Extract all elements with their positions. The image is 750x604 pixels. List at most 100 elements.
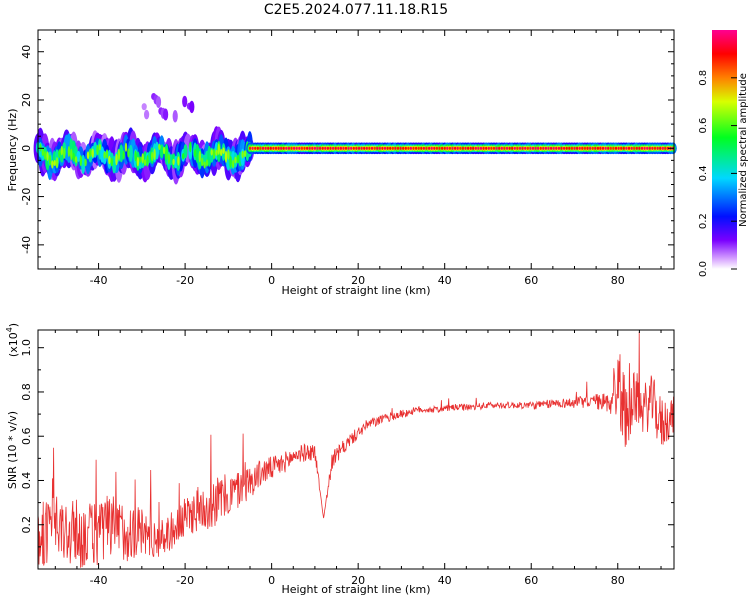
spectral-blob: [58, 149, 61, 158]
spectral-blob: [117, 149, 121, 161]
spectral-blob: [319, 146, 322, 150]
y-tick-label: -40: [20, 236, 33, 254]
spectral-blob: [635, 146, 638, 150]
spectral-blob: [568, 146, 571, 150]
spectral-blob: [521, 146, 524, 150]
spectral-blob: [39, 143, 42, 152]
spectral-blob: [329, 146, 332, 150]
spectral-blob: [267, 146, 270, 150]
spectral-blob: [55, 157, 59, 169]
spectrogram-ticks: -40 -20 0 20 40 60 80 -40 -20 0 20 40: [20, 30, 674, 287]
x-tick-label: 80: [611, 574, 625, 587]
spectral-blob: [189, 100, 195, 114]
spectral-blob: [485, 146, 488, 150]
spectral-blob: [467, 146, 470, 150]
spectral-blob: [534, 146, 537, 150]
spectral-blob: [518, 146, 522, 150]
spectral-blob: [212, 148, 216, 160]
spectral-blob: [167, 153, 171, 165]
spectral-blob: [79, 155, 83, 167]
spectral-blob: [547, 146, 550, 150]
y-tick-label: 20: [20, 93, 33, 107]
spectral-blob: [60, 145, 63, 156]
spectral-blob: [124, 142, 128, 152]
spectral-blob: [560, 146, 563, 150]
spectral-blob: [303, 146, 306, 150]
snr-ylabel: SNR (10 * v/v): [6, 411, 19, 489]
spectral-blob: [344, 146, 348, 150]
spectral-blob: [215, 149, 218, 156]
y-tick-label: 0.6: [20, 427, 33, 445]
x-tick-label: -40: [90, 574, 108, 587]
spectral-blob: [119, 144, 124, 163]
x-tick-label: 0: [268, 274, 275, 287]
spectral-blob: [456, 146, 459, 150]
x-tick-label: 20: [351, 274, 365, 287]
spectral-blob: [599, 146, 602, 150]
y-tick-label: 0: [20, 145, 33, 152]
spectral-blob: [48, 154, 52, 166]
spectral-blob: [630, 146, 633, 150]
spectral-blob: [409, 146, 412, 150]
spectral-blob: [604, 146, 607, 150]
spectral-blob: [308, 146, 311, 150]
spectral-blob: [596, 146, 600, 150]
spectral-blob: [74, 156, 78, 164]
spectral-blob: [627, 146, 631, 150]
spectral-blob: [469, 146, 472, 150]
spectral-blob: [243, 150, 247, 158]
spectral-blob: [222, 147, 225, 154]
spectral-blob: [537, 146, 540, 150]
spectral-blob: [143, 159, 147, 166]
spectral-blob: [254, 146, 257, 150]
spectral-blob: [381, 146, 384, 150]
spectral-blob: [89, 148, 92, 158]
spectral-blob: [256, 146, 259, 150]
spectral-blob: [412, 146, 415, 150]
spectral-blob: [81, 154, 86, 175]
spectral-blob: [259, 146, 262, 150]
x-tick-label: -40: [90, 274, 108, 287]
spectral-blob: [203, 161, 206, 169]
spectral-blob: [404, 146, 407, 150]
spectral-blob: [146, 155, 149, 167]
spectral-blob: [529, 146, 532, 150]
spectral-blob: [220, 149, 223, 156]
spectral-blob: [236, 154, 240, 164]
spectral-blob: [459, 146, 462, 150]
spectral-blob: [570, 146, 574, 150]
spectral-blob: [316, 146, 319, 150]
spectral-blob: [370, 146, 374, 150]
spectral-blob: [415, 146, 418, 150]
spectral-blob: [251, 146, 254, 150]
spectral-blob: [311, 146, 314, 150]
spectral-blob: [394, 146, 397, 150]
spectral-blob: [542, 146, 545, 150]
spectral-blob: [498, 146, 501, 150]
colorbar-gradient: [712, 30, 737, 269]
spectrogram-ylabel: Frequency (Hz): [6, 109, 19, 192]
spectral-blob: [563, 146, 566, 150]
colorbar-tick-label: 0.4: [698, 165, 709, 181]
spectral-blob: [435, 146, 438, 150]
spectral-blob: [482, 146, 485, 150]
spectral-blob: [136, 156, 140, 167]
colorbar-ticks: 0.0 0.2 0.4 0.6 0.8: [698, 70, 737, 277]
spectral-blob: [625, 146, 628, 150]
spectral-blob: [108, 155, 111, 165]
spectral-blob: [464, 146, 467, 150]
spectral-blob: [550, 146, 553, 150]
spectral-blob: [573, 146, 576, 150]
spectral-blob: [357, 146, 361, 150]
spectral-blob: [664, 146, 667, 150]
spectral-blob: [420, 146, 423, 150]
spectral-blob: [285, 146, 288, 150]
spectral-blob: [376, 146, 379, 150]
spectral-blob: [205, 159, 209, 167]
spectral-blob: [165, 148, 168, 160]
spectral-blob: [612, 146, 615, 150]
spectral-blob: [383, 146, 387, 150]
spectral-blob: [134, 150, 137, 162]
spectral-blob: [189, 141, 192, 153]
spectral-blob: [274, 146, 278, 150]
